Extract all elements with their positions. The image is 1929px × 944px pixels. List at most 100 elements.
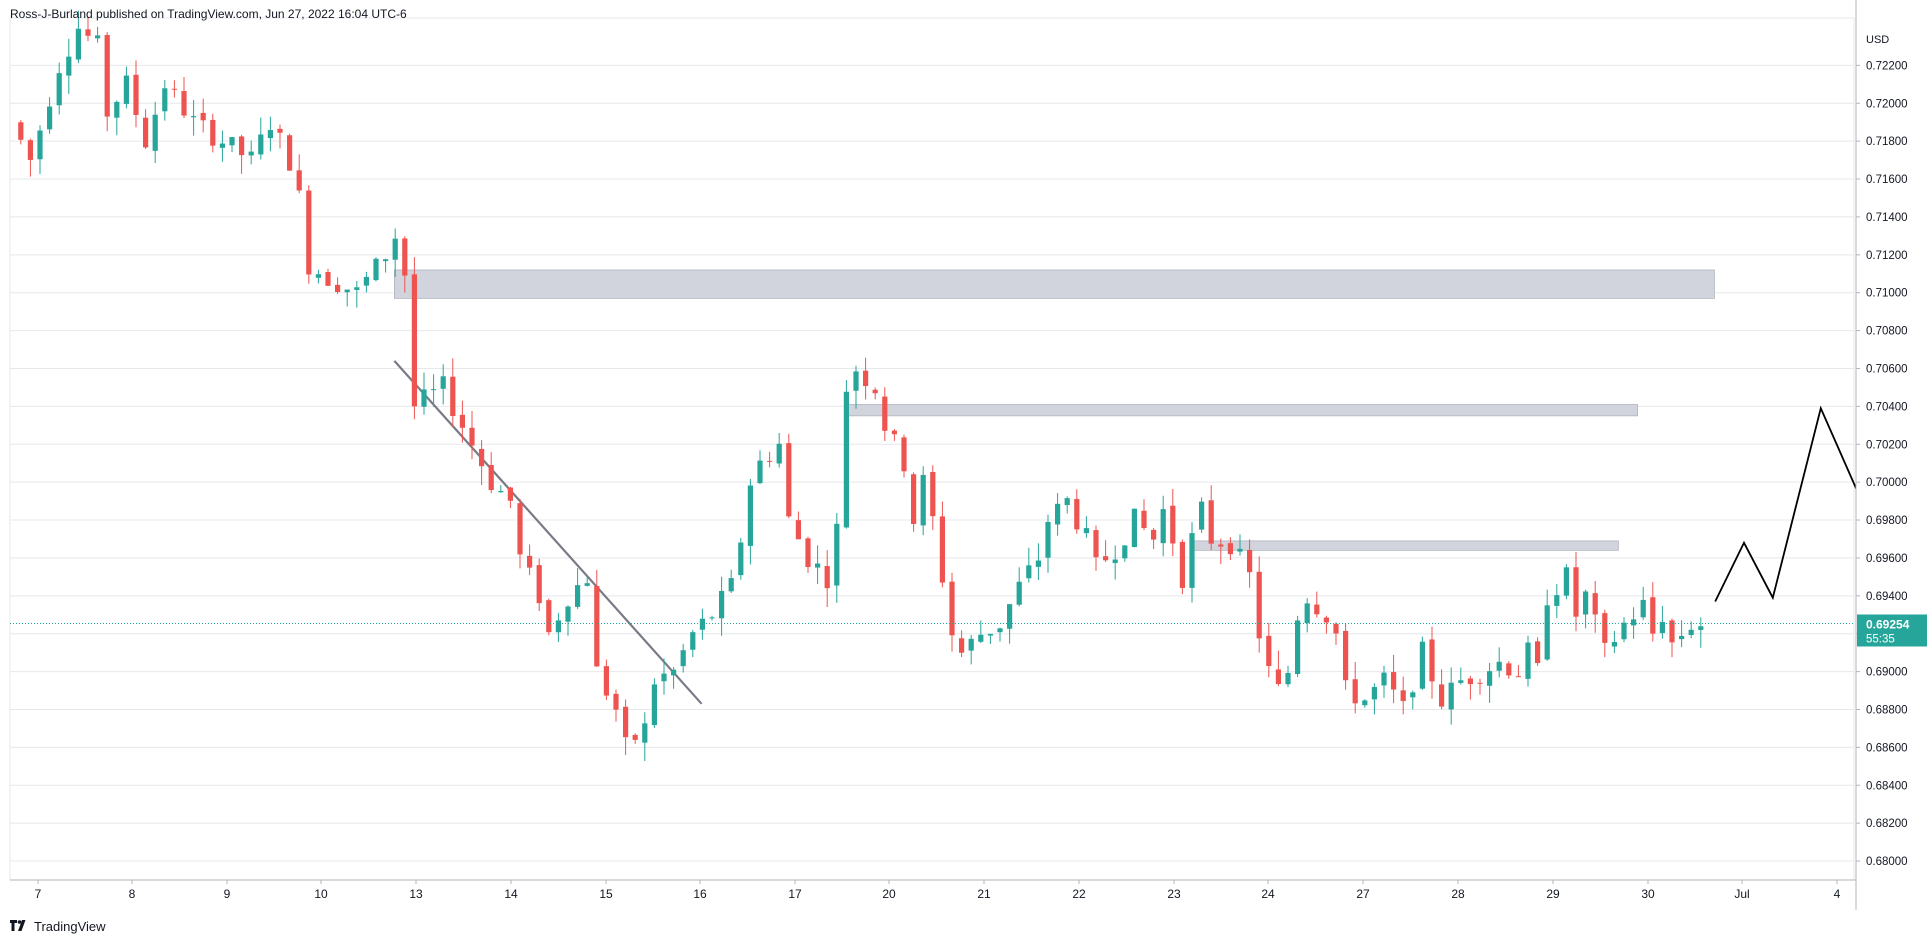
candle-body [824,566,830,589]
candle-body [143,117,149,148]
candle-body [469,427,475,446]
candle-body [1026,565,1032,579]
candle-body [1295,620,1301,675]
candle-body [1208,500,1214,544]
plot-border [9,17,1855,881]
x-tick-label: 29 [1546,887,1560,901]
candle-body [1679,635,1685,640]
candle-body [959,638,965,653]
candle-body [882,396,888,431]
candle-body [152,114,158,151]
y-tick-label: 0.70800 [1866,326,1908,338]
x-tick-label: 21 [977,887,991,901]
candle-body [1016,581,1022,605]
candle-body [287,135,293,171]
candle-body [1563,567,1569,596]
tradingview-logo-icon [10,918,28,934]
candle-body [1122,545,1128,559]
y-tick-label: 0.68400 [1866,780,1908,792]
brand-name: TradingView [34,918,106,934]
candle-body [325,271,331,286]
candle-body [1659,621,1665,634]
candle-body [277,128,283,133]
candle-body [1525,642,1531,679]
candle-body [459,414,465,428]
candle-body [1611,641,1617,647]
candle-body [1035,560,1041,567]
candle-body [1141,510,1147,529]
candle-body [930,471,936,517]
candle-body [402,238,408,276]
candle-body [786,443,792,517]
candle-body [133,74,139,115]
candle-body [1170,505,1176,544]
publisher-line: Ross-J-Burland published on TradingView.… [10,7,407,21]
current-price-value: 0.69254 [1866,617,1910,631]
candle-body [450,376,456,417]
candle-body [1323,617,1329,623]
candle-body [1602,613,1608,643]
y-tick-label: 0.69400 [1866,591,1908,603]
candle-body [219,143,225,148]
resistance-zone [845,404,1638,417]
candle-body [546,600,552,633]
y-tick-label: 0.69600 [1866,553,1908,565]
candle-body [1535,641,1541,664]
candle-body [363,276,369,286]
candle-body [1045,521,1051,558]
candle-body [507,487,513,501]
candle-body [1698,626,1704,630]
current-price-tag [1857,614,1927,647]
candle-body [642,723,648,743]
candle-body [1314,604,1320,615]
x-tick-label: 4 [1834,887,1841,901]
y-tick-label: 0.71400 [1866,212,1908,224]
candle-body [978,634,984,642]
candle-body [1631,619,1637,626]
candle-body [75,28,81,60]
candle-body [315,274,321,278]
candle-body [1160,509,1166,544]
candle-body [719,590,725,619]
y-tick-label: 0.69000 [1866,667,1908,679]
candle-body [335,284,341,293]
candle-body [863,370,869,387]
candle-body [815,563,821,568]
x-tick-label: 8 [129,887,136,901]
candle-body [1093,530,1099,558]
candle-body [776,443,782,464]
candle-body [949,581,955,636]
candle-body [623,706,629,738]
candle-body [1640,599,1646,618]
x-tick-label: Jul [1734,887,1749,901]
candle-body [200,112,206,121]
candle-body [709,617,715,619]
candle-body [171,88,177,90]
candle-body [1247,549,1253,573]
candle-body [738,542,744,576]
brand-footer[interactable]: TradingView [10,918,106,934]
candle-body [747,485,753,546]
candle-body [671,669,677,676]
candle-body [757,460,763,484]
candle-body [1477,682,1483,684]
candle-body [1419,641,1425,689]
candle-body [1362,700,1368,706]
candle-body [584,583,590,586]
candle-body [373,258,379,281]
candle-body [1266,635,1272,666]
y-tick-label: 0.70600 [1866,363,1908,375]
x-tick-label: 16 [693,887,707,901]
candle-body [853,371,859,391]
candle-body [47,106,53,130]
candle-body [383,259,389,262]
y-tick-label: 0.70400 [1866,401,1908,413]
x-tick-label: 15 [599,887,613,901]
candle-body [1371,687,1377,700]
candle-body [27,140,33,160]
candle-body [1333,623,1339,634]
resistance-zone [1190,540,1619,551]
x-tick-label: 17 [788,887,802,901]
candle-body [1583,591,1589,615]
